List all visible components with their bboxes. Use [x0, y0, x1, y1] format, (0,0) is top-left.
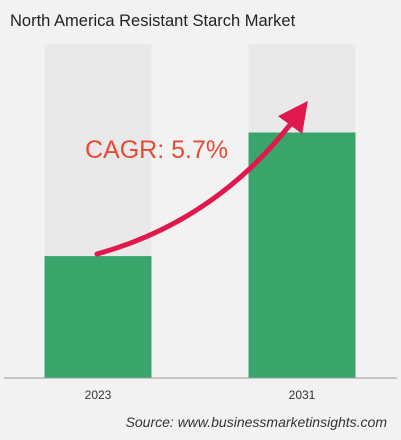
bar-2031 — [248, 132, 356, 378]
bar-2023 — [44, 256, 152, 378]
cagr-annotation: CAGR: 5.7% — [85, 136, 229, 164]
x-tick-label: 2023 — [84, 388, 112, 402]
x-tick-label: 2031 — [288, 388, 316, 402]
source-credit: Source: www.businessmarketinsights.com — [125, 414, 387, 430]
cagr-arrow — [94, 100, 308, 257]
bars — [44, 44, 356, 378]
chart-title: North America Resistant Starch Market — [10, 12, 296, 30]
